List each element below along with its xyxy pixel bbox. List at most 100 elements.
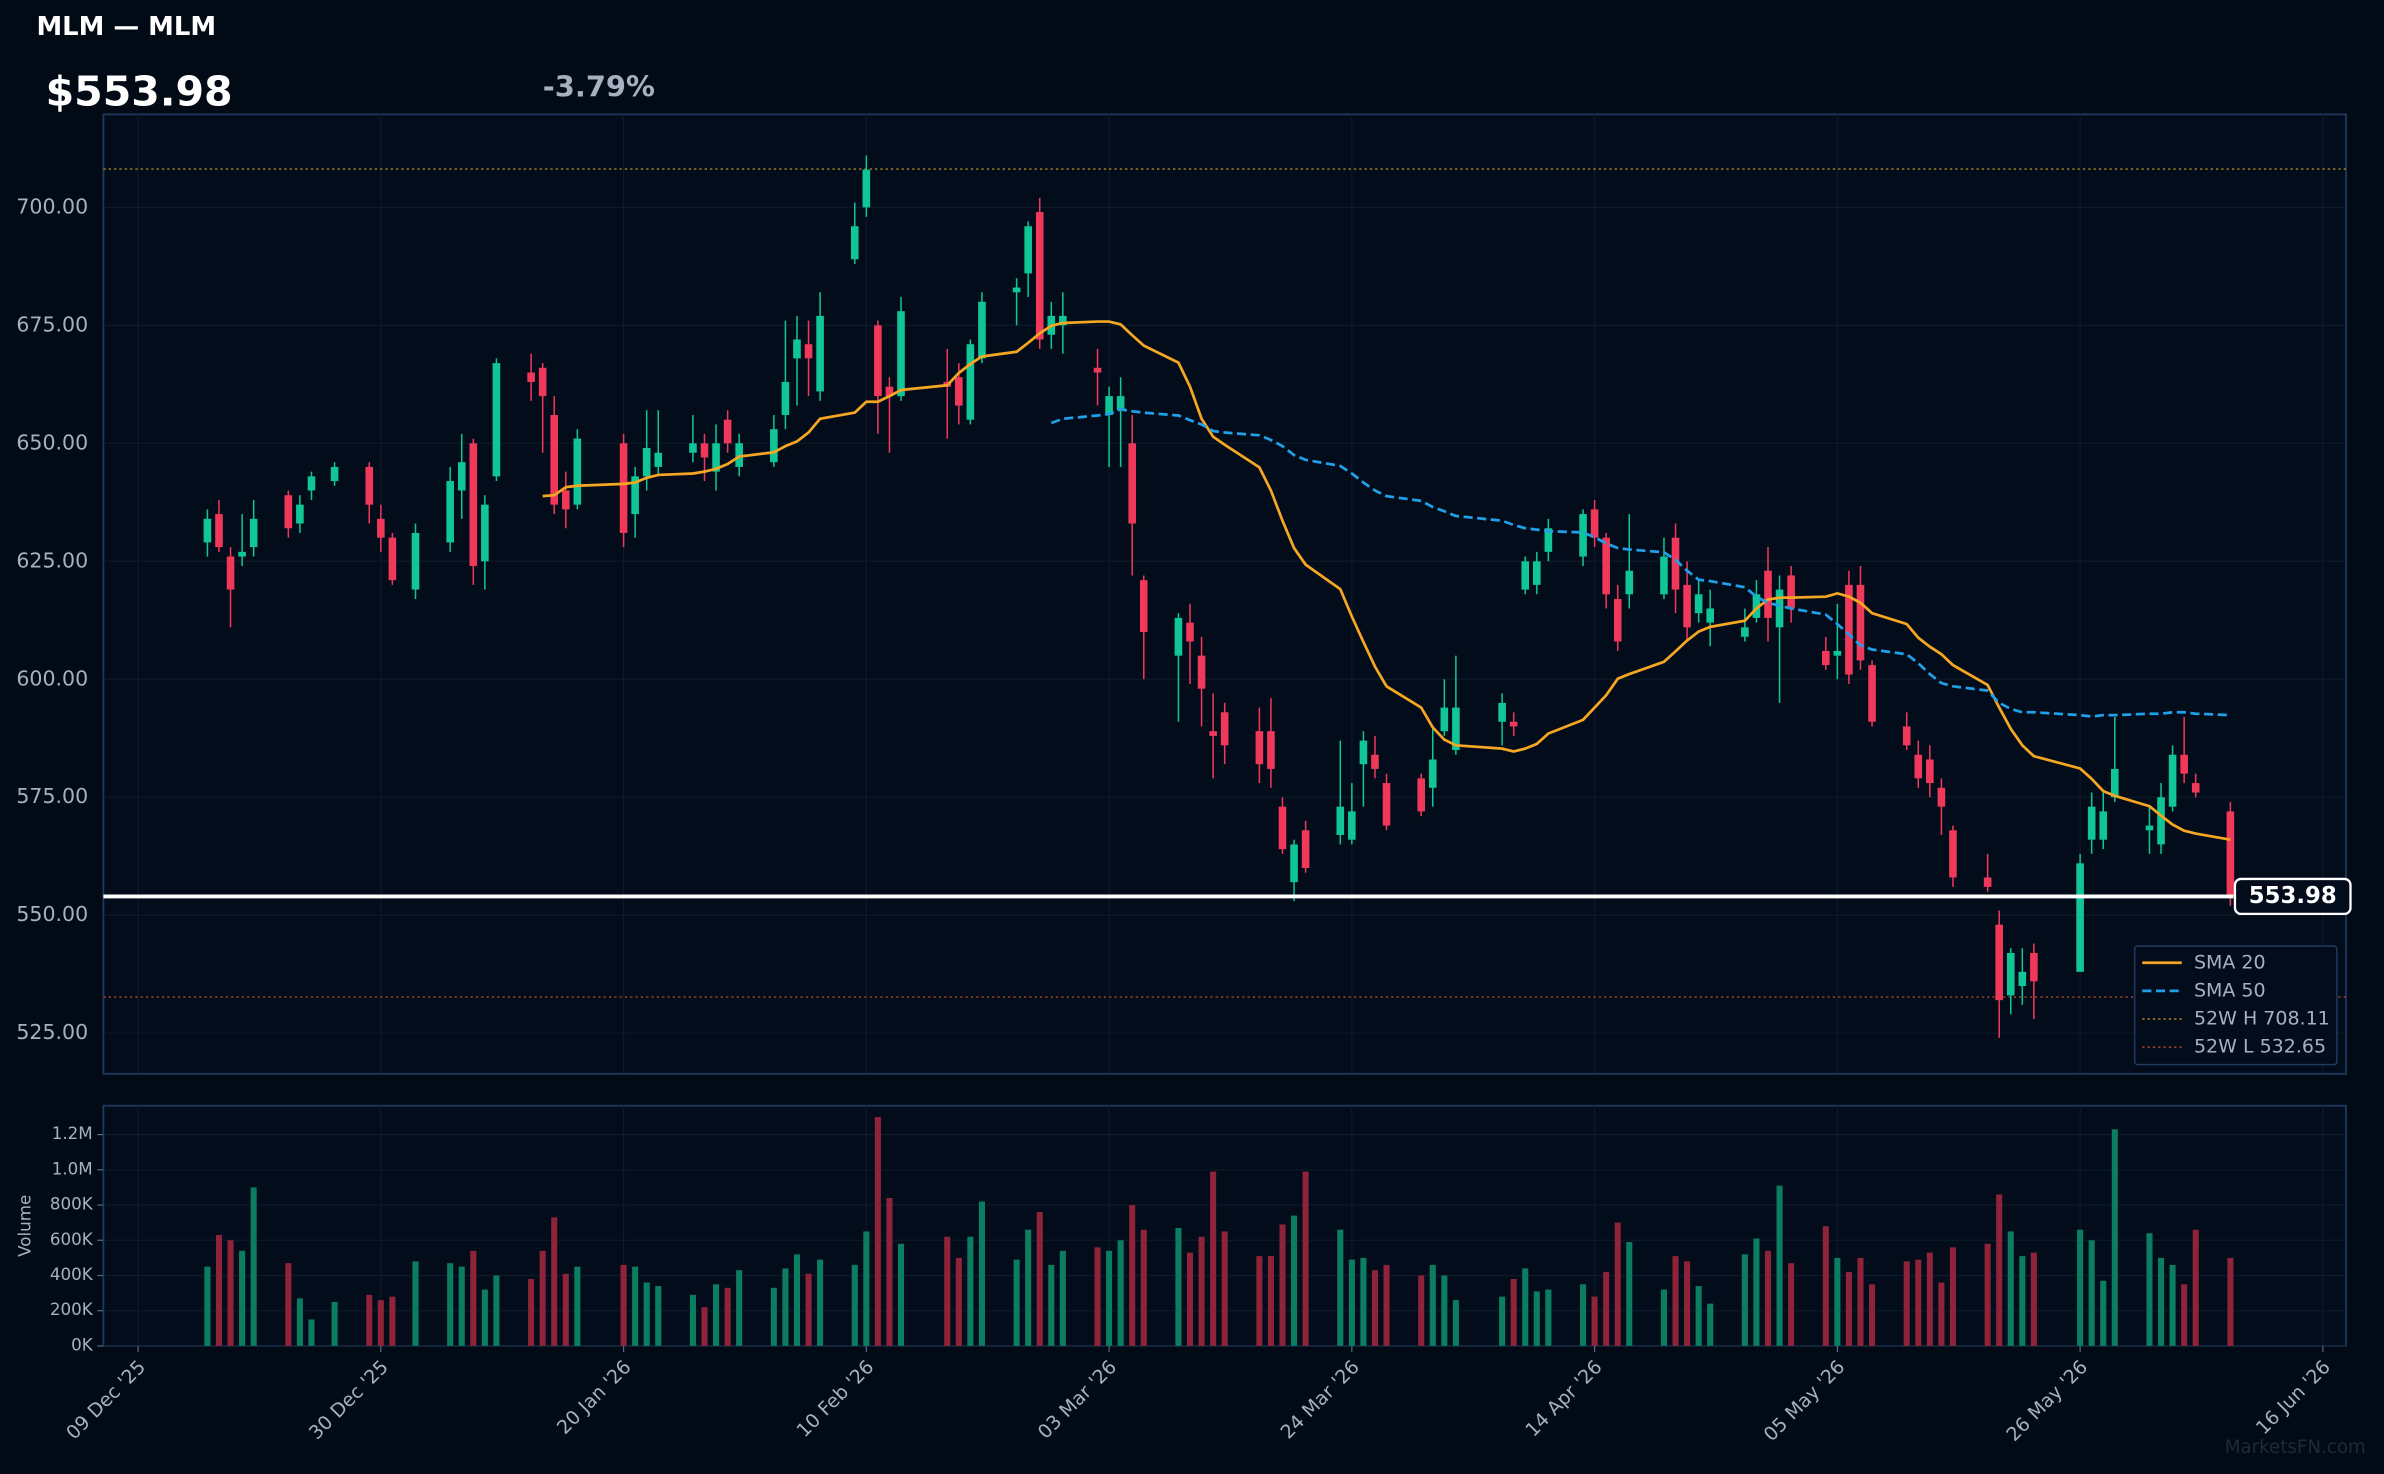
candle-body xyxy=(1579,514,1587,557)
volume-bar xyxy=(1025,1229,1032,1346)
candle-body xyxy=(1278,806,1287,850)
volume-bar xyxy=(1522,1268,1529,1346)
y-tick-label: 700.00 xyxy=(16,194,88,218)
candle-body xyxy=(1255,731,1264,765)
candle-body xyxy=(1602,537,1610,595)
candle-body xyxy=(874,325,882,397)
volume-bar xyxy=(574,1266,581,1346)
volume-bar xyxy=(1302,1171,1309,1346)
candle-body xyxy=(411,532,420,590)
candle-body xyxy=(492,363,501,477)
candle-body xyxy=(330,466,339,482)
volume-bar xyxy=(1036,1212,1043,1346)
candle-body xyxy=(804,344,813,359)
candle-body xyxy=(1290,844,1298,883)
candle-body xyxy=(1683,584,1691,628)
candle-body xyxy=(1509,721,1518,727)
candle-body xyxy=(1371,754,1379,769)
candle-body xyxy=(457,462,466,491)
y-tick-label: 650.00 xyxy=(16,430,88,454)
candle-body xyxy=(1105,396,1113,415)
last-price-box xyxy=(2233,877,2352,916)
last-price-label: 553.98 xyxy=(2249,883,2337,909)
candle-body xyxy=(249,518,258,548)
candle-body xyxy=(215,514,223,548)
volume-bar xyxy=(239,1250,246,1346)
candle-body xyxy=(689,443,697,453)
volume-bar xyxy=(1776,1185,1783,1346)
candle-body xyxy=(1764,570,1772,618)
candle-body xyxy=(1359,740,1368,765)
volume-bar xyxy=(1915,1259,1922,1346)
candle-body xyxy=(966,344,975,420)
volume-bar xyxy=(412,1261,419,1346)
volume-bar xyxy=(1580,1284,1587,1346)
candle-body xyxy=(2076,863,2084,972)
candle-body xyxy=(2168,754,2177,807)
volume-bar xyxy=(1926,1252,1933,1346)
candle-body xyxy=(2110,768,2119,798)
candle-body xyxy=(1452,707,1460,751)
candle-body xyxy=(700,443,709,458)
candle-body xyxy=(1128,443,1137,524)
candle-body xyxy=(2018,971,2027,986)
volume-bar xyxy=(1140,1229,1147,1346)
candle-body xyxy=(226,556,235,590)
volume-bar xyxy=(874,1116,881,1346)
candle-body xyxy=(2226,811,2235,897)
candle-body xyxy=(1336,806,1345,835)
candle-body xyxy=(481,504,489,562)
volume-bar xyxy=(724,1287,731,1346)
volume-bar xyxy=(1984,1243,1991,1346)
volume-bar xyxy=(1903,1261,1910,1346)
candle-body xyxy=(2030,952,2038,982)
candle-body xyxy=(1706,608,1715,623)
candle-body xyxy=(561,490,570,510)
candle-body xyxy=(307,476,316,491)
y-tick-label: 550.00 xyxy=(16,902,88,926)
volume-bar xyxy=(2007,1231,2014,1346)
volume-bar xyxy=(377,1300,384,1346)
volume-bar xyxy=(551,1217,558,1346)
sma-line xyxy=(1050,407,2231,718)
candle-body xyxy=(1035,212,1044,340)
candle-body xyxy=(1694,594,1703,614)
volume-bar xyxy=(2169,1264,2176,1346)
candle-body xyxy=(712,443,720,472)
candle-body xyxy=(1787,575,1795,609)
candle-body xyxy=(770,429,778,463)
legend-label: 52W H 708.11 xyxy=(2194,1008,2330,1030)
volume-bar xyxy=(215,1234,223,1346)
legend-box xyxy=(2133,945,2338,1066)
chart-title: MLM — MLM xyxy=(36,12,216,42)
volume-bar xyxy=(1117,1240,1124,1346)
volume-bar xyxy=(782,1268,789,1346)
volume-bar xyxy=(470,1250,477,1346)
volume-bar xyxy=(736,1270,743,1346)
candle-body xyxy=(1937,787,1946,807)
volume-bar xyxy=(1094,1247,1101,1346)
y-tick-label: 200K xyxy=(50,1299,94,1319)
candle-body xyxy=(573,438,582,505)
volume-bar xyxy=(1626,1242,1633,1346)
volume-bar xyxy=(632,1266,639,1346)
volume-bar xyxy=(562,1273,569,1346)
volume-bar xyxy=(793,1254,801,1346)
candle-body xyxy=(1821,650,1830,666)
volume-bar xyxy=(1267,1256,1274,1346)
volume-bar xyxy=(1857,1257,1864,1346)
candle-body xyxy=(1856,584,1865,661)
candle-body xyxy=(1995,924,2003,1001)
volume-bar xyxy=(620,1264,627,1346)
candle-body xyxy=(1902,726,1911,746)
candle-body xyxy=(2180,754,2188,774)
y-tick-label: 1.0M xyxy=(52,1158,93,1178)
candle-body xyxy=(2157,797,2165,845)
candle-body xyxy=(885,386,894,397)
candle-body xyxy=(619,443,628,533)
volume-bar xyxy=(1707,1303,1714,1346)
volume-bar xyxy=(1741,1254,1748,1346)
volume-bar xyxy=(1418,1275,1425,1346)
